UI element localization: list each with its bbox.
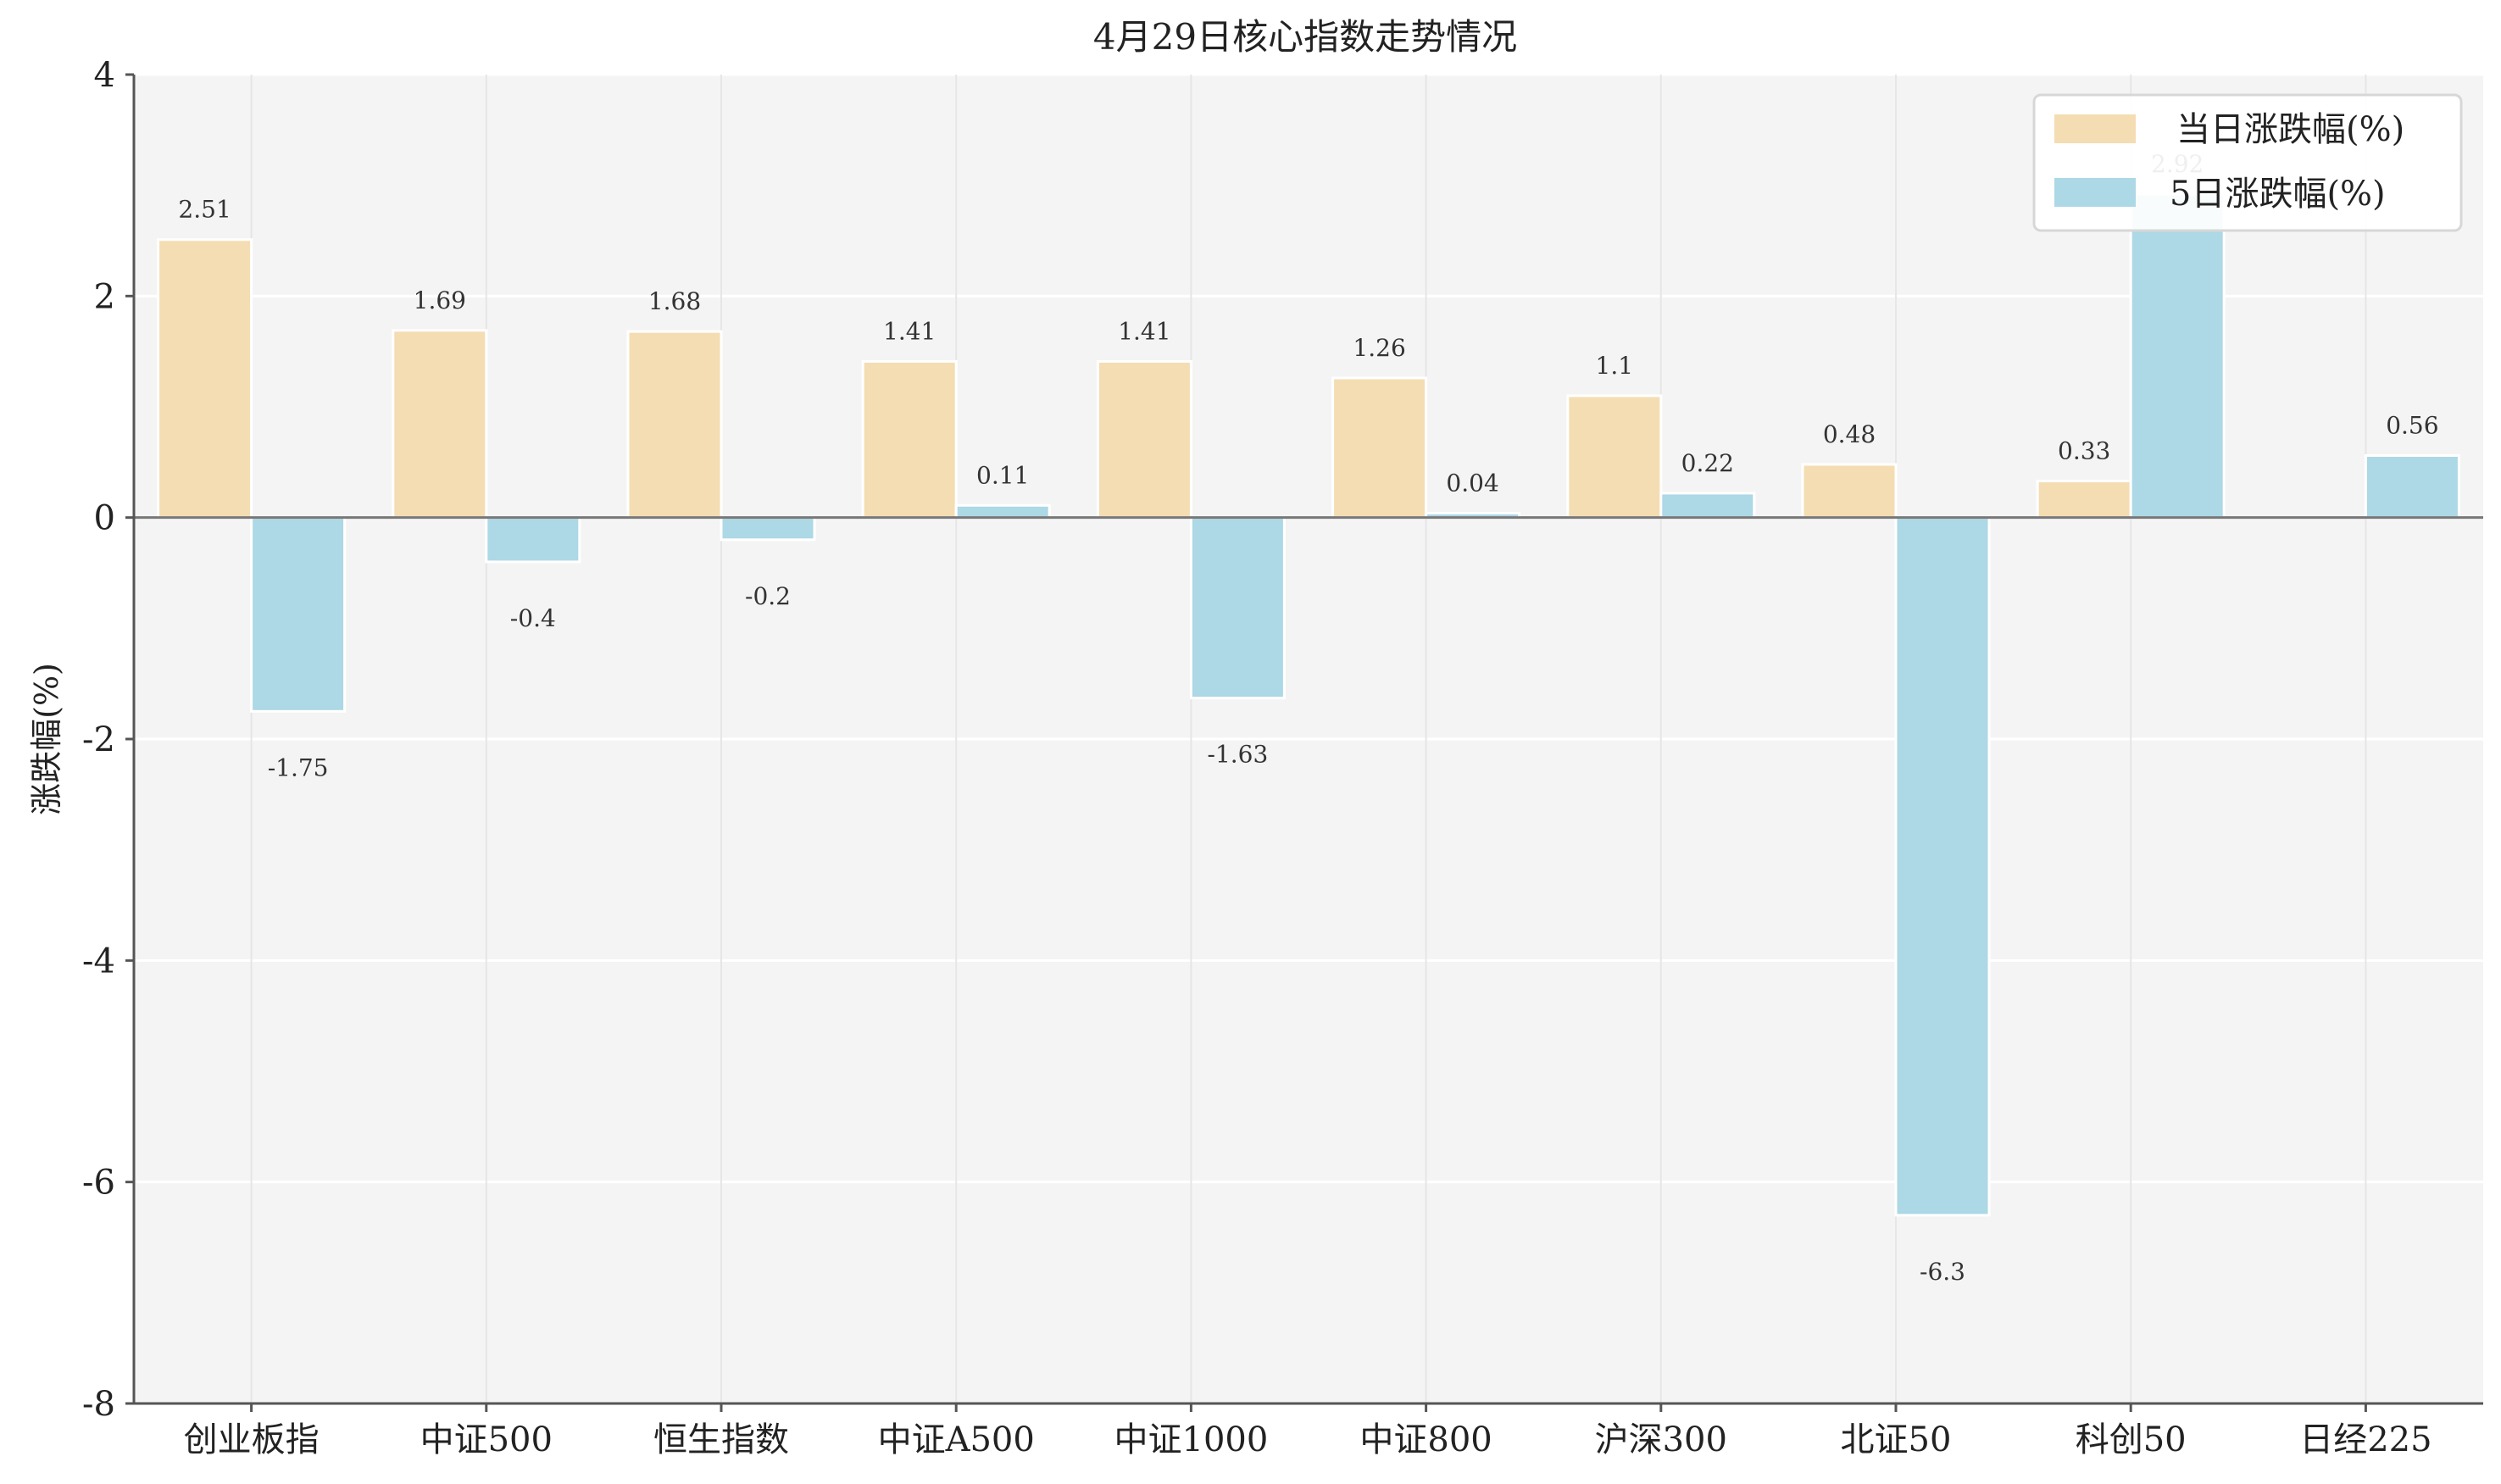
bar-daily-change bbox=[1331, 376, 1428, 520]
bar-5day-change bbox=[485, 516, 581, 564]
x-tick-label: 创业板指 bbox=[184, 1420, 320, 1459]
x-tick-label: 中证800 bbox=[1359, 1420, 1492, 1459]
data-label-daily: 1.69 bbox=[414, 286, 466, 314]
bar-5day-change bbox=[720, 516, 816, 542]
legend-swatch-daily bbox=[2054, 114, 2136, 143]
data-label-daily: 2.51 bbox=[178, 196, 231, 224]
bar-5day-change bbox=[250, 516, 347, 713]
data-label-5day: 0.04 bbox=[1446, 469, 1498, 497]
x-tick-label: 恒生指数 bbox=[653, 1420, 789, 1459]
data-label-daily: 1.41 bbox=[883, 317, 936, 345]
data-label-daily: 1.26 bbox=[1353, 334, 1405, 362]
y-tick-label: -2 bbox=[82, 720, 115, 759]
data-label-5day: -6.3 bbox=[1920, 1258, 1965, 1286]
data-label-daily: 1.68 bbox=[648, 287, 701, 315]
data-label-5day: 0.11 bbox=[976, 461, 1029, 489]
bar-daily-change bbox=[392, 329, 488, 520]
bar-daily-change bbox=[157, 238, 253, 520]
legend: 当日涨跌幅(%) 5日涨跌幅(%) bbox=[2032, 93, 2463, 232]
y-tick-label: -4 bbox=[82, 942, 115, 981]
axis-layer: 4 2 0 -2 -4 -6 -8 创业板指 中证500 恒生指数 中证A500 中证1000 中证80… bbox=[82, 56, 2483, 1459]
x-tick-label: 中证1000 bbox=[1114, 1420, 1269, 1459]
x-tick-label: 科创50 bbox=[2076, 1420, 2187, 1459]
data-label-5day: 0.56 bbox=[2386, 411, 2438, 439]
legend-swatch-5day bbox=[2054, 178, 2136, 207]
bar-5day-change bbox=[1659, 492, 1756, 520]
legend-label-daily: 当日涨跌幅(%) bbox=[2176, 110, 2404, 149]
legend-box bbox=[2032, 93, 2463, 232]
y-tick-label: -6 bbox=[82, 1164, 115, 1203]
x-tick-label: 日经225 bbox=[2299, 1420, 2432, 1459]
bar-5day-change bbox=[2129, 192, 2226, 520]
data-label-daily: 1.1 bbox=[1596, 352, 1634, 380]
chart-title: 4月29日核心指数走势情况 bbox=[1093, 16, 1517, 58]
bar-5day-change bbox=[2364, 453, 2460, 520]
y-tick-label: -8 bbox=[82, 1385, 115, 1424]
y-axis-label: 涨跌幅(%) bbox=[28, 663, 65, 815]
bar-daily-change bbox=[1096, 359, 1192, 520]
bar-5day-change bbox=[1189, 516, 1286, 700]
data-label-daily: 0.33 bbox=[2058, 437, 2110, 465]
data-label-5day: -0.4 bbox=[510, 604, 556, 632]
data-label-5day: 0.22 bbox=[1681, 449, 1734, 477]
x-tick-label: 沪深300 bbox=[1595, 1420, 1727, 1459]
x-tick-label: 北证50 bbox=[1841, 1420, 1952, 1459]
bar-5day-change bbox=[954, 503, 1051, 520]
x-tick-label: 中证A500 bbox=[878, 1420, 1035, 1459]
data-label-daily: 0.48 bbox=[1823, 420, 1876, 448]
y-tick-label: 4 bbox=[94, 56, 115, 95]
bar-5day-change bbox=[1894, 516, 1991, 1217]
bar-daily-change bbox=[1566, 394, 1663, 520]
legend-label-5day: 5日涨跌幅(%) bbox=[2170, 175, 2386, 214]
data-label-daily: 1.41 bbox=[1118, 317, 1170, 345]
y-tick-label: 2 bbox=[94, 277, 115, 316]
bar-daily-change bbox=[626, 330, 723, 520]
bar-daily-change bbox=[1801, 463, 1898, 520]
grid-layer bbox=[134, 73, 2483, 1405]
data-label-5day: -1.75 bbox=[268, 753, 329, 781]
bar-daily-change bbox=[2036, 480, 2132, 520]
bar-daily-change bbox=[861, 359, 958, 520]
data-label-5day: -1.63 bbox=[1207, 741, 1268, 769]
y-tick-label: 0 bbox=[94, 499, 115, 538]
x-tick-label: 中证500 bbox=[420, 1420, 553, 1459]
data-label-5day: -0.2 bbox=[745, 582, 791, 610]
bars-layer bbox=[157, 192, 2460, 1217]
